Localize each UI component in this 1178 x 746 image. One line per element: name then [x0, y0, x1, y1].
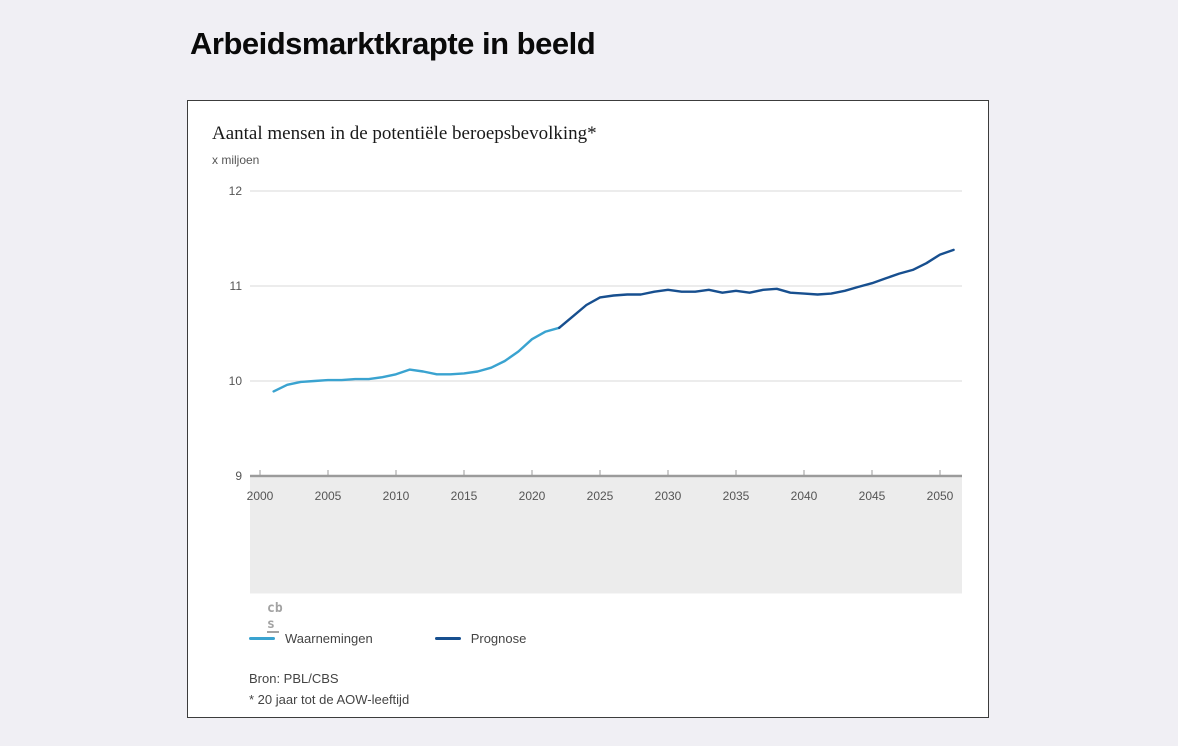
waarnemingen-line-swatch-icon — [249, 637, 275, 640]
chart-title: Aantal mensen in de potentiële beroepsbe… — [212, 123, 597, 144]
series-line-prognose — [558, 248, 955, 330]
legend-item-waarnemingen: Waarnemingen — [249, 631, 373, 646]
prognose-line-swatch-icon — [434, 637, 461, 640]
chart-footnote: * 20 jaar tot de AOW-leeftijd — [249, 692, 410, 707]
x-axis-tick-label: 2005 — [315, 489, 342, 503]
page-title: Arbeidsmarktkrapte in beeld — [190, 26, 596, 61]
x-axis-tick-label: 2030 — [655, 489, 682, 503]
y-axis-unit-label: x miljoen — [212, 153, 260, 167]
chart-legend: Waarnemingen Prognose — [249, 631, 964, 646]
y-axis-tick-label: 10 — [229, 374, 243, 388]
x-axis-tick-label: 2010 — [383, 489, 410, 503]
legend-label-prognose: Prognose — [470, 631, 527, 646]
x-axis-tick-label: 2050 — [927, 489, 954, 503]
chart-footer-band — [250, 477, 962, 594]
y-axis-tick-label: 12 — [229, 184, 243, 198]
x-axis-tick-label: 2020 — [519, 489, 546, 503]
y-axis-tick-label: 11 — [230, 279, 243, 293]
x-axis-tick-label: 2015 — [451, 489, 478, 503]
chart-source: Bron: PBL/CBS — [249, 671, 339, 686]
cbs-logo-icon: cb s — [267, 601, 283, 633]
x-axis-tick-label: 2025 — [587, 489, 614, 503]
x-axis-tick-label: 2000 — [247, 489, 274, 503]
x-axis-tick-label: 2035 — [723, 489, 750, 503]
legend-item-prognose: Prognose — [434, 631, 527, 646]
series-line-waarnemingen — [272, 326, 561, 393]
source-block: Bron: PBL/CBS * 20 jaar tot de AOW-leeft… — [249, 668, 964, 710]
cbs-logo-top: cb — [267, 601, 283, 616]
chart-svg: 9 10 11 12 2000 2005 2010 2015 2020 2025 2030 2035 2… — [229, 184, 962, 594]
cbs-logo-bottom: s — [267, 617, 275, 632]
chart-card: Aantal mensen in de potentiële beroepsbe… — [187, 100, 989, 718]
chart-body: 9 10 11 12 2000 2005 2010 2015 2020 2025 2030 2035 2… — [212, 171, 964, 633]
legend-label-waarnemingen: Waarnemingen — [285, 631, 373, 646]
y-axis-tick-label: 9 — [235, 469, 242, 483]
x-axis-tick-label: 2045 — [859, 489, 886, 503]
x-axis-tick-label: 2040 — [791, 489, 818, 503]
